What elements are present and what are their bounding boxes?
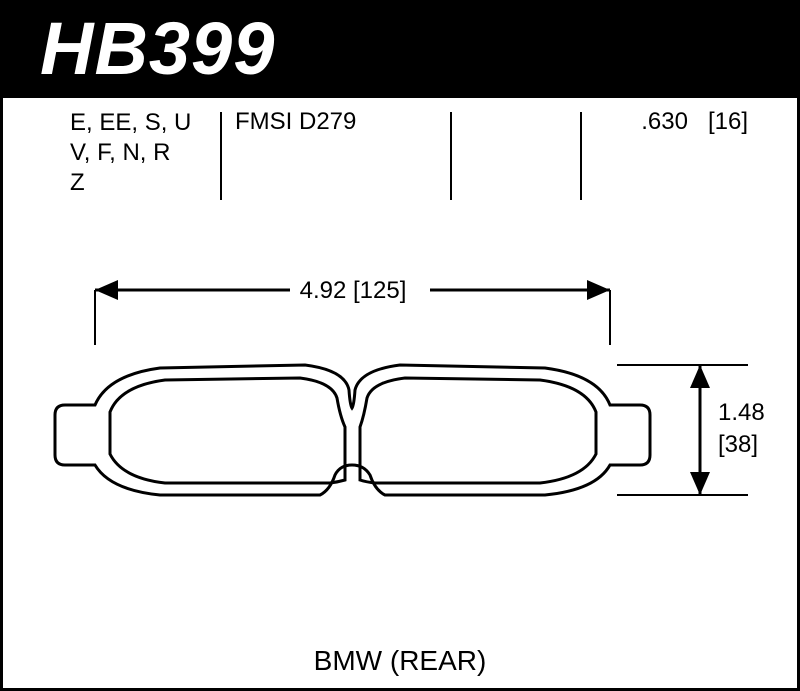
spec-thickness-in: .630 — [641, 108, 688, 135]
width-dim-arrow-left — [95, 280, 118, 300]
height-dim-mm: [38] — [718, 431, 758, 458]
part-number: HB399 — [40, 6, 275, 91]
height-dim-arrow-bottom — [690, 472, 710, 495]
spec-divider-1 — [220, 112, 222, 200]
header-bar: HB399 — [0, 0, 800, 98]
diagram-svg: 4.92 [125] 1.48 [38] — [0, 230, 800, 630]
height-dim-in: 1.48 — [718, 399, 765, 426]
spec-compounds-line1: E, EE, S, U — [70, 108, 220, 138]
spec-thickness-mm: [16] — [708, 108, 748, 135]
spec-divider-2 — [450, 112, 452, 200]
pad-inner-outline-right — [360, 378, 596, 483]
spec-compounds-line3: Z — [70, 168, 220, 198]
width-dim-in: 4.92 — [300, 277, 347, 304]
height-dim-arrow-top — [690, 365, 710, 388]
width-dim-arrow-right — [587, 280, 610, 300]
diagram-area: 4.92 [125] 1.48 [38] — [0, 230, 800, 630]
footer-label: BMW (REAR) — [0, 645, 800, 677]
pad-inner-outline — [110, 378, 345, 483]
page-root: HB399 E, EE, S, U V, F, N, R Z FMSI D279… — [0, 0, 800, 691]
spec-row: E, EE, S, U V, F, N, R Z FMSI D279 .630 … — [0, 108, 800, 208]
width-dim-mm: [125] — [353, 277, 406, 304]
spec-compounds: E, EE, S, U V, F, N, R Z — [70, 108, 220, 198]
width-dim-text: 4.92 [125] — [300, 277, 407, 304]
spec-compounds-line2: V, F, N, R — [70, 138, 220, 168]
part-number-text: HB399 — [40, 7, 275, 90]
spec-thickness: .630 [16] — [588, 108, 748, 136]
spec-divider-3 — [580, 112, 582, 200]
spec-fmsi: FMSI D279 — [235, 108, 435, 136]
